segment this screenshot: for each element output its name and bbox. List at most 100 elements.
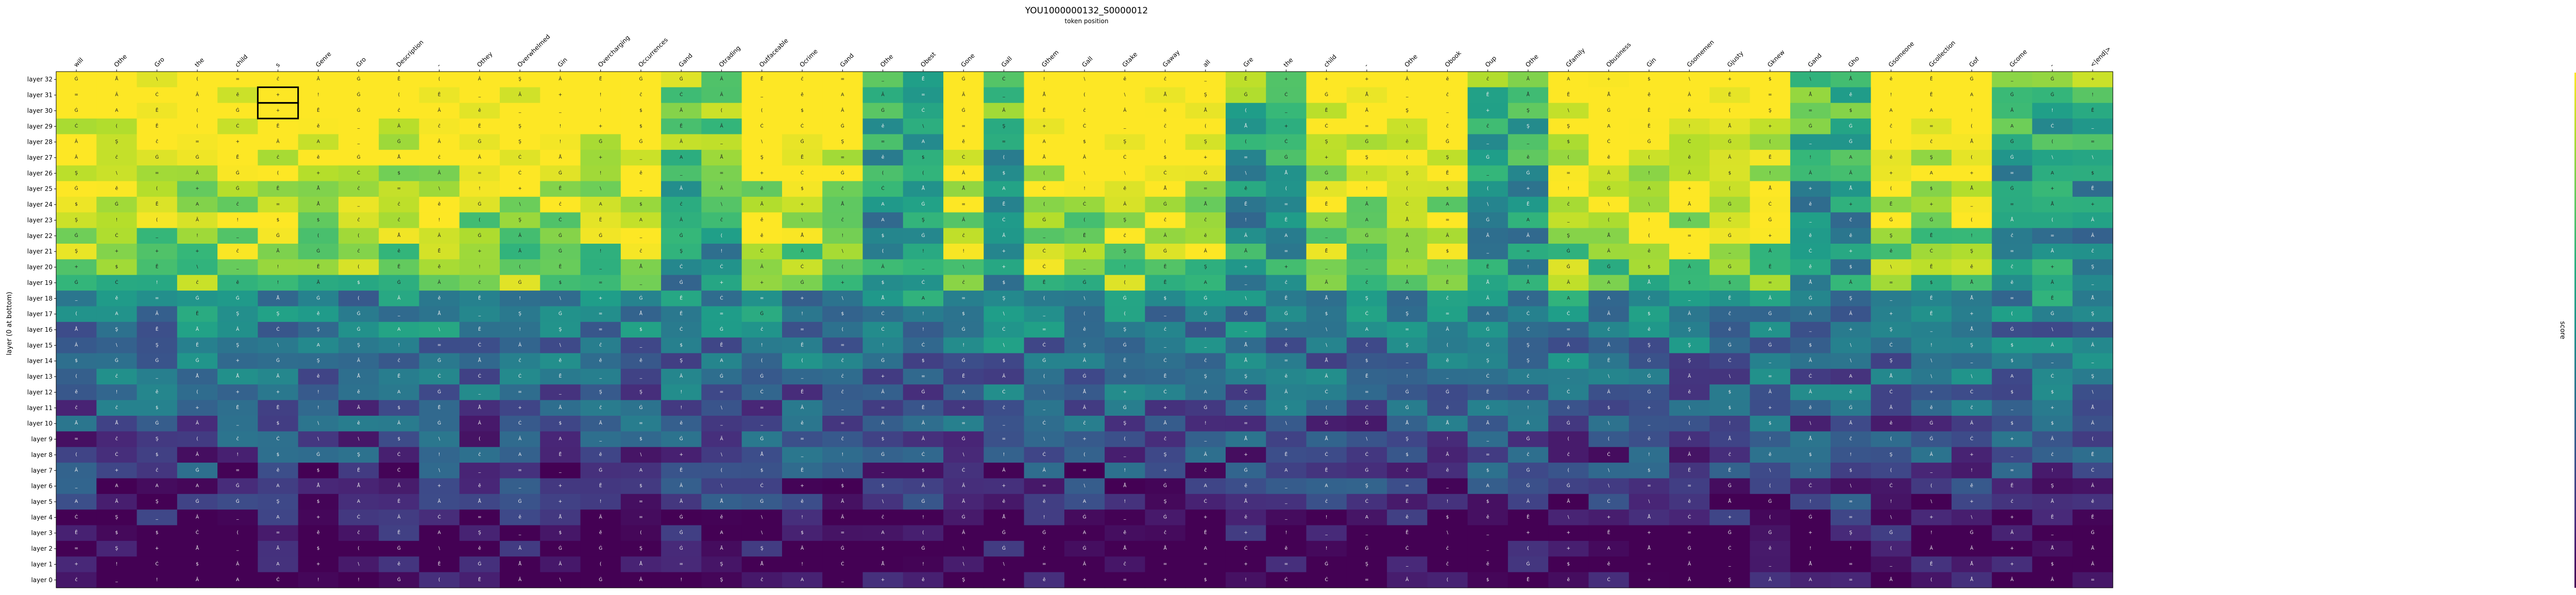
cell-label: $ <box>1486 577 1489 583</box>
cell-label: + <box>1728 515 1732 520</box>
heatmap-cell <box>1145 212 1186 229</box>
cell-label: $ <box>639 108 642 113</box>
cell-label: $ <box>559 531 562 536</box>
cell-label: ( <box>1124 280 1126 285</box>
cell-label: ! <box>600 93 602 98</box>
cell-label: + <box>478 249 482 254</box>
cell-label: Ġ <box>1728 233 1732 239</box>
cell-label: Ċ <box>1809 373 1812 379</box>
heatmap-cell <box>1467 165 1509 182</box>
cell-label: $ <box>760 468 764 473</box>
x-tick-label: Description <box>395 39 425 69</box>
cell-label: \ <box>1124 171 1126 176</box>
cell-label: ĉ <box>962 233 965 239</box>
cell-label: = <box>1849 515 1853 520</box>
cell-label: = <box>760 296 764 301</box>
cell-label: Ġ <box>1486 327 1489 332</box>
heatmap-cell <box>620 165 662 182</box>
cell-label: = <box>1687 233 1691 239</box>
cell-label: Ē <box>559 373 562 379</box>
heatmap-cell <box>96 212 138 229</box>
cell-label: _ <box>1284 499 1287 504</box>
cell-label: $ <box>1648 265 1651 270</box>
cell-label: _ <box>1284 484 1287 489</box>
heatmap-cell <box>903 118 944 135</box>
cell-label: + <box>115 468 119 473</box>
cell-label: Ġ <box>478 561 481 567</box>
heatmap-cell <box>1588 196 1630 213</box>
cell-label: Ġ <box>558 311 562 317</box>
cell-label: \ <box>1406 124 1409 129</box>
cell-label: ĉ <box>680 201 683 207</box>
cell-label: ! <box>1971 108 1973 113</box>
cell-label: Ā <box>1365 201 1369 207</box>
cell-label: Å <box>1163 185 1167 192</box>
cell-label: _ <box>639 280 642 285</box>
y-tick-label: layer 14 <box>27 358 53 365</box>
heatmap-cell <box>56 103 97 119</box>
heatmap-cell <box>2072 165 2113 182</box>
cell-label: ě <box>1607 155 1611 160</box>
heatmap-cell <box>217 212 258 229</box>
cell-label: Ş <box>1123 327 1126 332</box>
cell-label: + <box>2091 202 2095 207</box>
heatmap-cell <box>1831 134 1871 150</box>
heatmap-cell <box>862 228 904 244</box>
cell-label: $ <box>1446 249 1449 254</box>
cell-label: ! <box>277 265 279 270</box>
heatmap-cell <box>862 87 904 104</box>
cell-label: ě <box>1083 327 1086 332</box>
heatmap-cell <box>379 72 420 88</box>
cell-label: + <box>1244 531 1248 536</box>
cell-label: Ē <box>1164 373 1167 379</box>
cell-label: ( <box>1930 577 1933 583</box>
cell-label: Ē <box>760 76 764 82</box>
heatmap-cell <box>1105 165 1146 182</box>
cell-label: Ē <box>1648 108 1651 113</box>
cell-label: ĉ <box>640 248 642 254</box>
x-tick-label: Gin <box>1645 56 1657 69</box>
cell-label: Ġ <box>1527 467 1530 473</box>
cell-label: Â <box>680 373 683 379</box>
cell-label: Ċ <box>922 280 925 285</box>
cell-label: ! <box>236 217 239 223</box>
cell-label: A <box>882 531 885 536</box>
cell-label: _ <box>639 343 642 348</box>
cell-label: $ <box>1648 468 1651 473</box>
cell-label: Ċ <box>1728 358 1731 364</box>
cell-label: = <box>276 531 280 536</box>
cell-label: Ā <box>1607 342 1611 348</box>
cell-label: Â <box>639 576 643 583</box>
cell-label: ! <box>680 577 682 583</box>
cell-label: Å <box>518 560 522 567</box>
cell-label: _ <box>639 233 642 239</box>
cell-label: Ā <box>962 92 965 98</box>
cell-label: ě <box>518 515 521 520</box>
cell-label: Ş <box>317 327 320 332</box>
cell-label: _ <box>236 515 239 520</box>
cell-label: A <box>882 202 885 207</box>
cell-label: _ <box>357 124 360 129</box>
cell-label: ĉ <box>358 217 360 223</box>
cell-label: Ċ <box>1325 577 1328 583</box>
heatmap-cell <box>1911 87 1952 104</box>
cell-label: Ē <box>317 108 320 113</box>
cell-label: $ <box>75 359 78 364</box>
cell-label: ĉ <box>1446 123 1449 129</box>
cell-label: Ġ <box>1204 311 1207 317</box>
cell-label: $ <box>1849 265 1852 270</box>
cell-label: \ <box>1083 171 1086 176</box>
heatmap-cell <box>1064 87 1105 104</box>
cell-label: Ċ <box>478 342 481 348</box>
heatmap-cell <box>459 87 500 104</box>
cell-label: + <box>115 249 119 254</box>
cell-label: A <box>357 499 361 504</box>
cell-label: Ċ <box>680 264 683 270</box>
cell-label: $ <box>397 405 400 411</box>
cell-label: Ġ <box>881 452 885 457</box>
cell-label: Ċ <box>1970 436 1973 442</box>
cell-label: $ <box>1849 108 1852 113</box>
cell-label: Å <box>639 311 643 317</box>
cell-label: ĉ <box>1446 546 1449 551</box>
heatmap-cell <box>1669 165 1710 182</box>
